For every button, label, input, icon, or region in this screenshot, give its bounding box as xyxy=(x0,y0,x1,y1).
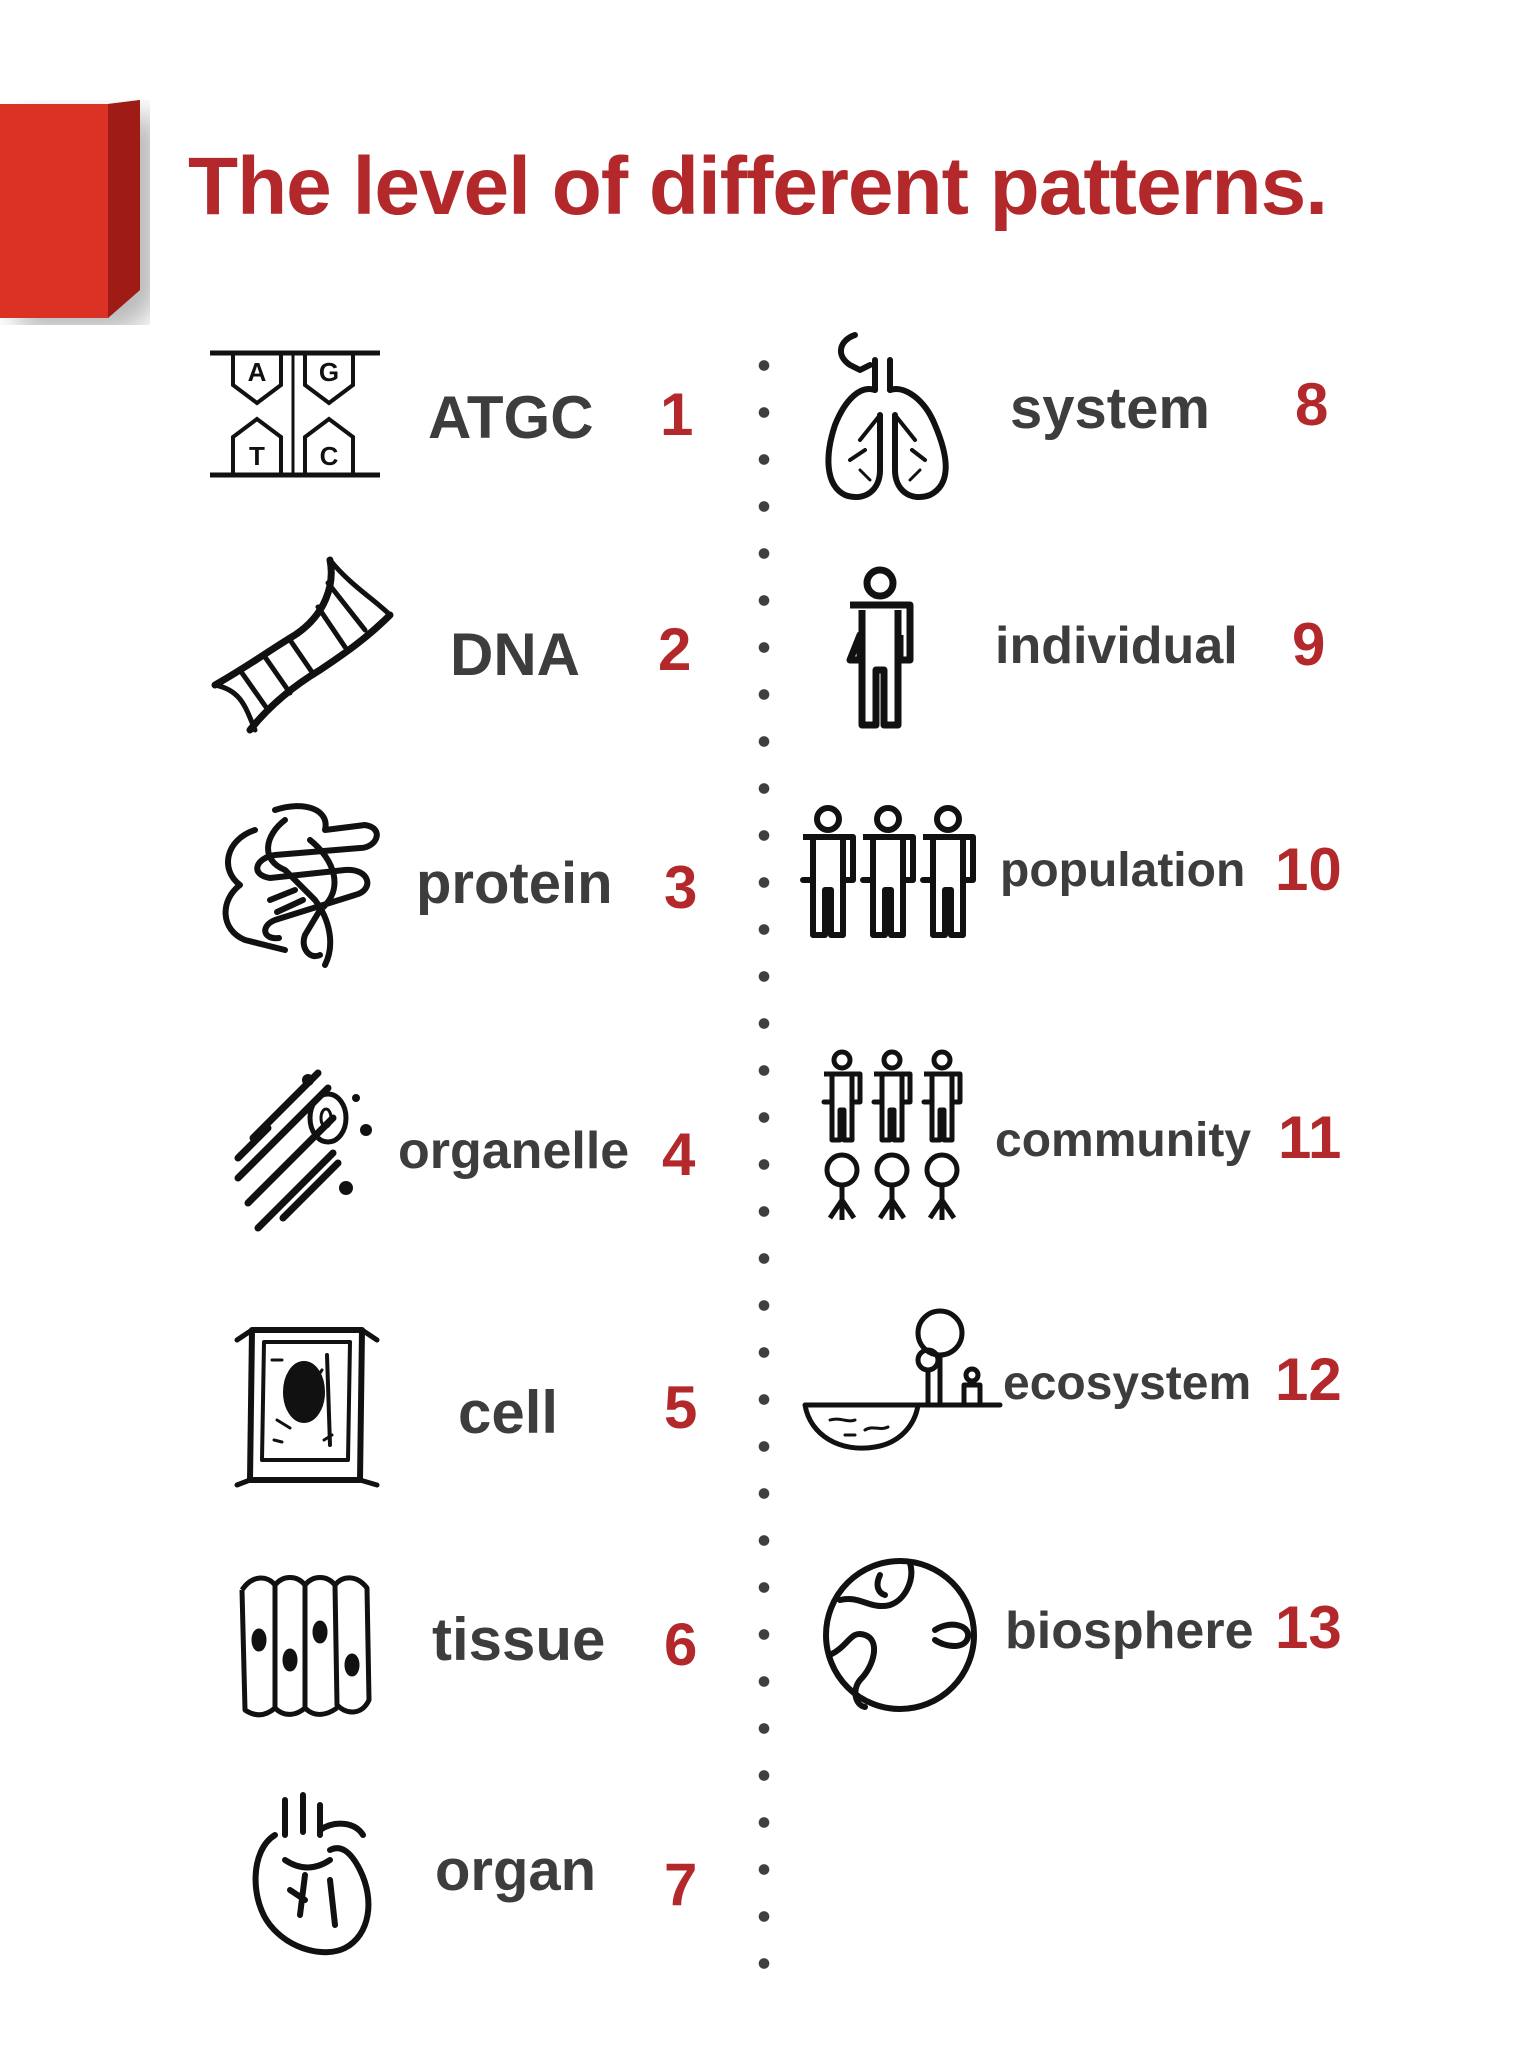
red-cube-decoration xyxy=(0,100,140,318)
tissue-icon xyxy=(237,1570,377,1720)
person-icon xyxy=(840,565,920,730)
globe-biosphere-icon xyxy=(820,1555,980,1715)
level-number: 1 xyxy=(660,381,694,448)
dotted-divider xyxy=(757,342,771,1982)
level-number: 12 xyxy=(1275,1346,1342,1413)
community-icon xyxy=(820,1049,970,1225)
level-label: ecosystem xyxy=(1003,1357,1252,1410)
heart-organ-icon xyxy=(245,1790,375,1960)
level-number: 9 xyxy=(1292,611,1326,678)
atgc-letter-a: A xyxy=(248,357,267,387)
level-number: 5 xyxy=(664,1374,698,1441)
level-number: 13 xyxy=(1275,1594,1342,1661)
dna-helix-icon xyxy=(210,555,395,740)
page-title: The level of different patterns. xyxy=(188,141,1328,232)
level-label: DNA xyxy=(450,621,580,688)
atgc-base-pair-icon: A G T C xyxy=(205,345,385,485)
level-number: 3 xyxy=(664,854,698,921)
level-label: tissue xyxy=(432,1606,606,1673)
level-number: 7 xyxy=(664,1851,698,1918)
level-label: organ xyxy=(435,1838,597,1903)
level-number: 11 xyxy=(1278,1104,1342,1171)
population-icon xyxy=(798,805,978,940)
level-label: organelle xyxy=(398,1122,630,1180)
level-number: 4 xyxy=(662,1121,696,1188)
level-number: 6 xyxy=(664,1611,698,1678)
cell-icon xyxy=(232,1320,382,1490)
level-label: ATGC xyxy=(428,384,594,451)
respiratory-system-icon xyxy=(820,330,960,505)
level-number: 10 xyxy=(1275,836,1342,903)
ecosystem-icon xyxy=(800,1305,1003,1455)
atgc-letter-g: G xyxy=(319,357,339,387)
level-label: cell xyxy=(458,1379,559,1446)
level-label: community xyxy=(995,1114,1252,1167)
level-number: 2 xyxy=(658,616,692,683)
level-label: population xyxy=(1000,844,1246,897)
level-label: protein xyxy=(416,851,613,916)
atgc-letter-c: C xyxy=(320,441,339,471)
level-label: individual xyxy=(995,617,1238,675)
level-label: biosphere xyxy=(1005,1602,1254,1660)
organelle-icon xyxy=(228,1068,378,1238)
level-label: system xyxy=(1010,376,1210,441)
level-number: 8 xyxy=(1295,371,1329,438)
protein-fold-icon xyxy=(215,800,385,970)
atgc-letter-t: T xyxy=(249,441,265,471)
